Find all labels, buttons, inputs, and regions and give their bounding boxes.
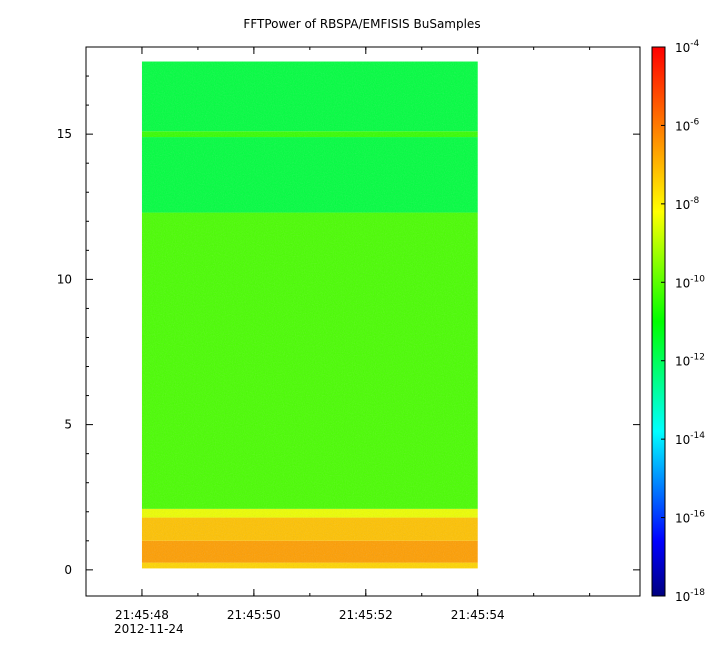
colorbar-tick-label: 10-6	[675, 117, 700, 133]
colorbar: 10-4 10-6 10-8 10-10 10-12 10-14 10-16 10-18	[651, 39, 705, 604]
colorbar-gradient	[651, 46, 666, 597]
chart-title: FFTPower of RBSPA/EMFISIS BuSamples	[243, 17, 481, 31]
x-tick-label: 21:45:52	[339, 608, 393, 622]
colorbar-tick-label: 10-8	[675, 196, 700, 212]
y-tick-label: 15	[57, 127, 72, 141]
x-tick-label: 21:45:54	[451, 608, 505, 622]
colorbar-tick-label: 10-16	[675, 510, 705, 526]
y-tick-label: 10	[57, 272, 72, 286]
spectrogram-texture	[141, 61, 478, 569]
x-tick-label: 21:45:48	[115, 608, 169, 622]
colorbar-tick-label: 10-12	[675, 353, 705, 369]
y-tick-label: 0	[64, 563, 72, 577]
colorbar-tick-label: 10-10	[675, 274, 705, 290]
colorbar-tick-label: 10-4	[675, 39, 700, 55]
spectrogram-image	[141, 61, 478, 569]
colorbar-tick-label: 10-14	[675, 431, 705, 447]
x-tick-label: 21:45:50	[227, 608, 281, 622]
y-tick-label: 5	[64, 418, 72, 432]
colorbar-tick-label: 10-18	[675, 588, 705, 604]
x-date-label: 2012-11-24	[114, 622, 184, 636]
